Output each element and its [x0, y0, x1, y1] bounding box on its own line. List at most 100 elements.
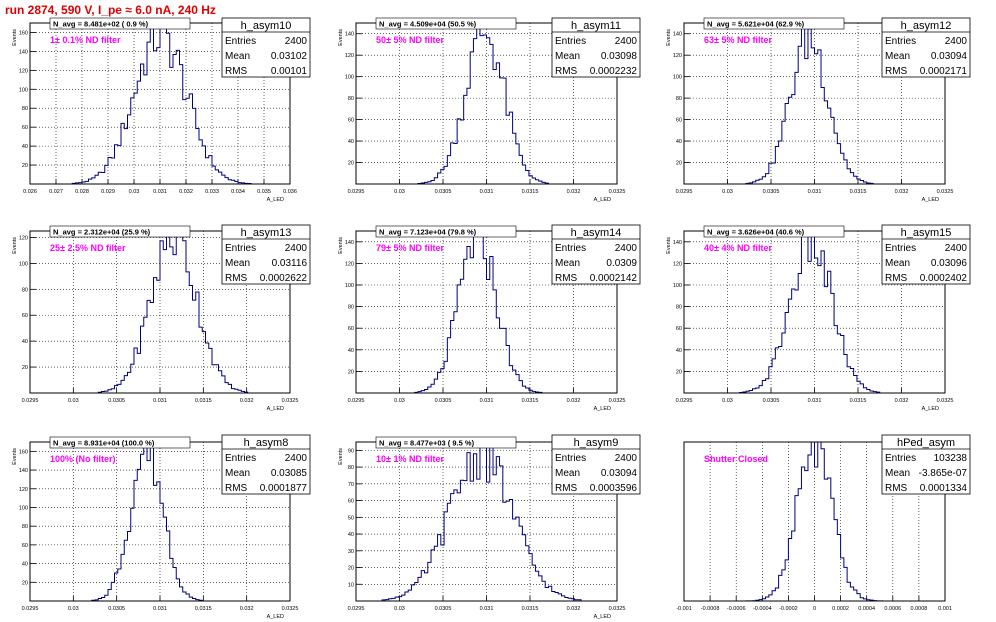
x-tick-label: 0.027 — [49, 189, 63, 195]
histogram-panel-h_asym15: 0.0295 0.03 0.0305 0.031 0.0315 0.032 0.0325 20… — [666, 224, 971, 412]
y-tick-label: 70 — [348, 482, 354, 488]
y-tick-label: 140 — [345, 32, 354, 38]
x-tick-label: 0.03 — [722, 189, 733, 195]
y-tick-label: 40 — [676, 348, 682, 354]
y-tick-label: 40 — [348, 532, 354, 538]
y-tick-label: 60 — [348, 326, 354, 332]
histogram-panel-h_asym9: 0.0295 0.03 0.0305 0.031 0.0315 0.032 0.0325 10… — [338, 434, 641, 620]
y-tick-label: 100 — [19, 87, 28, 93]
navg-label: N_avg = 8.481e+02 ( 0.9 %) — [53, 20, 149, 29]
histogram-panel-h_asym13: 0.0295 0.03 0.0305 0.031 0.0315 0.032 0.0325 20… — [12, 224, 311, 412]
x-tick-label: 0.03 — [722, 398, 733, 404]
plot-frame — [683, 441, 946, 602]
stats-value: 0.03094 — [931, 51, 968, 62]
stats-label: RMS — [555, 483, 578, 494]
x-axis-label: A_LED — [594, 406, 611, 412]
y-tick-label: 120 — [345, 261, 354, 267]
y-tick-label: 80 — [22, 524, 28, 530]
histogram-panel-h_asym10: 0.026 0.027 0.028 0.029 0.03 0.031 0.032 0.033 0… — [12, 17, 311, 203]
navg-label: N_avg = 2.312e+04 (25.9 %) — [53, 228, 151, 237]
x-tick-label: 0.0305 — [435, 189, 452, 195]
x-tick-label: 0.036 — [283, 189, 297, 195]
y-tick-label: 120 — [673, 53, 682, 59]
y-tick-label: 20 — [676, 369, 682, 375]
y-tick-label: 60 — [22, 543, 28, 549]
y-tick-label: 80 — [22, 287, 28, 293]
x-tick-label: 0.0315 — [850, 189, 867, 195]
x-tick-label: 0.035 — [257, 189, 271, 195]
x-tick-label: 0.0315 — [850, 398, 867, 404]
x-tick-label: 0.03 — [68, 606, 79, 612]
filter-label: 10± 1% ND filter — [376, 454, 444, 464]
stats-value: 2400 — [285, 243, 308, 254]
stats-value: 0.0001334 — [920, 483, 968, 494]
x-tick-label: 0.026 — [23, 189, 37, 195]
y-tick-label: 140 — [19, 49, 28, 55]
stats-label: Entries — [225, 453, 256, 464]
y-tick-label: 60 — [676, 118, 682, 124]
x-tick-label: 0.0315 — [522, 606, 539, 612]
stats-value: 0.03096 — [931, 258, 968, 269]
stats-label: RMS — [555, 66, 578, 77]
navg-box — [375, 436, 517, 449]
stats-label: Entries — [885, 453, 916, 464]
x-tick-label: 0.0325 — [609, 606, 626, 612]
x-tick-label: 0.031 — [153, 606, 167, 612]
x-tick-label: 0.0315 — [195, 398, 212, 404]
y-tick-label: 20 — [22, 365, 28, 371]
x-tick-label: 0.032 — [240, 398, 254, 404]
stats-label: Mean — [885, 258, 910, 269]
x-tick-label: 0.032 — [895, 398, 909, 404]
x-tick-label: -0.0004 — [753, 606, 772, 612]
y-tick-label: 10 — [348, 582, 354, 588]
navg-label: N_avg = 8.931e+04 (100.0 %) — [53, 439, 155, 448]
histogram-series — [30, 22, 290, 185]
x-tick-label: 0.0325 — [282, 606, 299, 612]
x-tick-label: 0.032 — [567, 398, 581, 404]
y-tick-label: 160 — [19, 449, 28, 455]
histogram-panel-h_asym14: 0.0295 0.03 0.0305 0.031 0.0315 0.032 0.0325 20… — [338, 224, 641, 412]
y-tick-label: 120 — [19, 68, 28, 74]
histogram-panel-h_asym11: 0.0295 0.03 0.0305 0.031 0.0315 0.032 0.0325 20… — [338, 17, 641, 203]
stats-value: 0.03094 — [601, 468, 638, 479]
x-tick-label: 0.0295 — [348, 398, 365, 404]
y-tick-label: 140 — [19, 468, 28, 474]
y-axis-label: Events — [338, 29, 344, 46]
run-title: run 2874, 590 V, I_pe ≈ 6.0 nA, 240 Hz — [5, 3, 216, 17]
y-tick-label: 60 — [676, 326, 682, 332]
stats-box — [551, 434, 641, 495]
x-tick-label: 0.032 — [895, 189, 909, 195]
x-tick-label: 0.0305 — [763, 398, 780, 404]
x-tick-label: 0.0305 — [108, 398, 125, 404]
stats-label: Mean — [555, 51, 580, 62]
x-tick-label: -0.0002 — [779, 606, 798, 612]
navg-box — [49, 17, 191, 30]
x-tick-label: 0.0325 — [609, 189, 626, 195]
stats-value: 0.0001877 — [260, 483, 308, 494]
stats-value: 2400 — [615, 453, 638, 464]
y-tick-label: 120 — [345, 53, 354, 59]
filter-label: Shutter Closed — [704, 454, 768, 464]
stats-value: -3.865e-07 — [919, 468, 968, 479]
filter-label: 1± 0.1% ND filter — [50, 35, 121, 45]
stats-label: RMS — [225, 273, 248, 284]
y-tick-label: 120 — [673, 261, 682, 267]
y-tick-label: 120 — [19, 487, 28, 493]
y-tick-label: 80 — [22, 106, 28, 112]
navg-label: N_avg = 4.509e+04 (50.5 %) — [379, 20, 477, 29]
stats-value: 2400 — [615, 243, 638, 254]
y-tick-label: 40 — [22, 562, 28, 568]
x-tick-label: -0.0006 — [727, 606, 746, 612]
y-tick-label: 80 — [348, 465, 354, 471]
x-axis-label: A_LED — [922, 197, 939, 203]
x-axis-label: A_LED — [594, 197, 611, 203]
stats-value: 0.03102 — [271, 51, 308, 62]
navg-box — [375, 17, 517, 30]
stats-box — [221, 17, 311, 78]
stats-label: RMS — [885, 483, 908, 494]
stats-label: Mean — [225, 51, 250, 62]
x-tick-label: 0.0315 — [195, 606, 212, 612]
x-tick-label: 0.031 — [480, 398, 494, 404]
stats-value: 103238 — [934, 453, 968, 464]
